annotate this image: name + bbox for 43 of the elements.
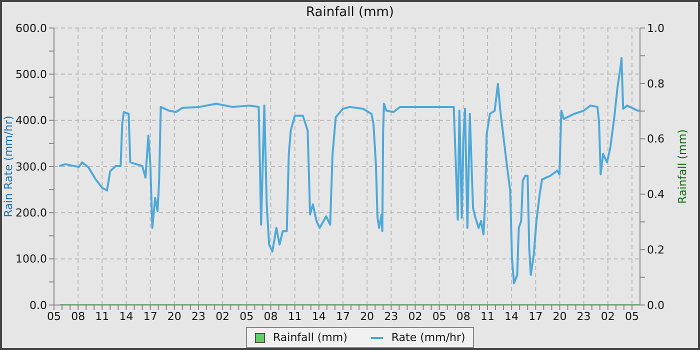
x-tick-label: 11 [480,310,494,323]
y2-tick-label: 1.0 [647,22,664,35]
x-tick-label: 14 [504,310,519,323]
y-tick-label: 100.0 [16,252,47,266]
legend-label: Rainfall (mm) [273,331,348,344]
y2-tick-label: 0.8 [647,77,664,90]
x-tick-label: 02 [408,310,422,323]
x-tick-label: 02 [216,310,230,323]
y-tick-label: 300.0 [16,160,47,174]
x-tick-label: 14 [119,310,134,323]
x-tick-label: 05 [47,310,61,323]
x-tick-label: 20 [552,310,567,323]
legend-label: Rate (mm/hr) [391,331,466,344]
y2-tick-label: 0.6 [647,132,664,146]
x-tick-label: 02 [600,310,615,323]
x-tick-label: 11 [288,310,302,323]
y-tick-label: 0.0 [30,298,47,312]
x-tick-label: 23 [576,310,591,323]
y-tick-label: 500.0 [16,68,47,82]
x-tick-label: 05 [624,310,639,323]
y2-tick-label: 0.2 [647,244,664,257]
x-tick-label: 23 [384,310,398,323]
y2-axis-title: Rainfall (mm) [676,129,689,204]
y2-tick-label: 0.4 [647,188,664,202]
x-tick-label: 17 [528,310,543,323]
chart-title: Rainfall (mm) [305,4,395,20]
x-tick-label: 14 [312,310,326,323]
y-tick-label: 600.0 [16,22,47,35]
x-tick-label: 08 [264,310,278,323]
x-tick-label: 08 [456,310,470,323]
y-tick-label: 200.0 [16,206,47,220]
x-tick-label: 05 [240,310,254,323]
x-tick-label: 23 [191,310,206,323]
x-tick-label: 05 [432,310,446,323]
x-tick-label: 20 [167,310,182,323]
y-axis-title: Rain Rate (mm/hr) [2,116,15,218]
y2-tick-label: 0.0 [647,298,664,312]
x-tick-label: 20 [360,310,374,323]
x-tick-label: 08 [71,310,86,323]
x-tick-label: 17 [336,310,350,323]
y-tick-label: 400.0 [16,114,47,128]
x-tick-label: 11 [95,310,110,323]
x-tick-label: 17 [143,310,158,323]
